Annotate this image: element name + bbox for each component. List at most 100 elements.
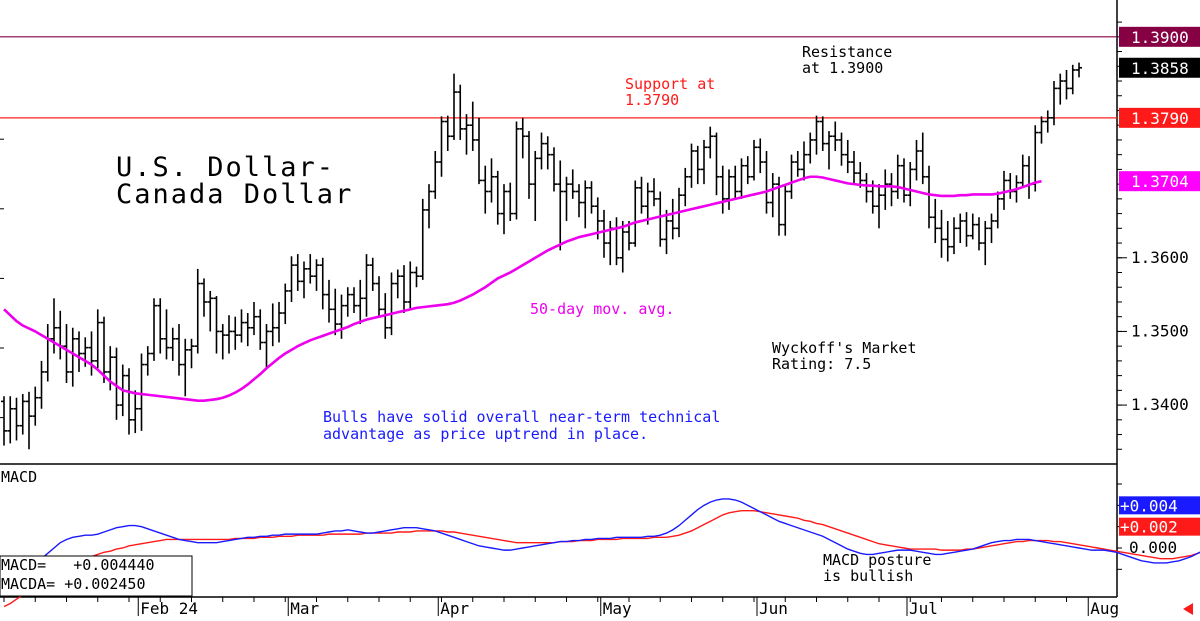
ohlc-bar — [194, 268, 201, 354]
ohlc-bar — [888, 173, 895, 207]
price-tick-label: 1.3400 — [1131, 395, 1189, 414]
ohlc-bar — [738, 158, 745, 199]
ohlc-bar — [844, 139, 851, 174]
ohlc-bar — [619, 220, 626, 273]
ohlc-bar — [176, 324, 182, 376]
macd-readout-line-2: MACDA= +0.002450 — [1, 575, 146, 593]
ohlc-bar — [69, 327, 76, 387]
macd-tag-+0.004: +0.004 — [1119, 496, 1200, 515]
ohlc-bar — [582, 180, 589, 229]
ohlc-bar — [1057, 73, 1064, 105]
price-tag-text: 1.3900 — [1131, 28, 1189, 47]
ohlc-bar — [819, 116, 826, 151]
ohlc-bar — [138, 353, 145, 431]
ohlc-bar — [957, 213, 964, 244]
ohlc-bar — [44, 324, 51, 382]
month-label: Feb 24 — [140, 599, 198, 618]
ohlc-bar — [238, 309, 245, 343]
ohlc-bar — [507, 182, 514, 221]
ohlc-bar — [969, 213, 976, 240]
ohlc-bar — [813, 115, 820, 155]
ohlc-bar — [1026, 156, 1032, 199]
ohlc-bar — [157, 298, 164, 354]
ohlc-bar — [876, 184, 882, 229]
ohlc-bar — [826, 131, 832, 170]
ohlc-bar — [169, 327, 176, 361]
ohlc-bar — [257, 309, 264, 350]
ohlc-bar — [7, 396, 14, 444]
chart-title-line-2: Canada Dollar — [116, 179, 353, 210]
ohlc-bar — [1044, 110, 1051, 133]
ohlc-bar — [794, 150, 801, 177]
ohlc-bar — [832, 121, 839, 151]
bulls-line-1: Bulls have solid overall near-term techn… — [323, 408, 720, 426]
ohlc-bar — [76, 331, 82, 372]
ohlc-bar — [307, 254, 314, 284]
ohlc-bar — [651, 178, 657, 207]
ohlc-bar — [1019, 154, 1026, 188]
ohlc-bar — [657, 191, 664, 247]
ohlc-bar — [426, 184, 432, 229]
ohlc-bar — [901, 158, 907, 203]
ohlc-bar — [363, 254, 370, 317]
ohlc-bar — [732, 165, 739, 199]
ohlc-bar — [407, 261, 414, 310]
support-line-1: Support at — [625, 75, 715, 93]
ohlc-bar — [694, 145, 701, 185]
macd-series-line — [3, 498, 1200, 597]
macd-panel-title: MACD — [1, 468, 37, 486]
ohlc-bar — [126, 368, 132, 435]
support-line-2: 1.3790 — [625, 91, 679, 109]
ohlc-bar — [38, 360, 45, 409]
price-tag-box — [1119, 171, 1200, 192]
ohlc-bar — [613, 217, 620, 266]
ohlc-bar — [326, 279, 332, 323]
ohlc-bar — [519, 117, 526, 159]
macd-annotation: MACD posture is bullish — [823, 551, 931, 585]
macd-readout-box: MACD= +0.004440 MACDA= +0.002450 — [0, 555, 193, 597]
ohlc-bar — [1, 396, 7, 446]
ohlc-bar — [313, 259, 320, 291]
left-arrow-icon[interactable] — [1183, 603, 1193, 615]
ohlc-bar — [963, 212, 970, 247]
ohlc-bar — [201, 278, 207, 317]
price-value-tags: 1.3900 1.3858 1.3790 1.3704 — [1119, 26, 1200, 192]
ohlc-bar — [707, 126, 714, 159]
bulls-line-2: advantage as price uptrend in place. — [323, 425, 648, 443]
ohlc-bar — [88, 331, 95, 376]
macda-series-line — [3, 509, 1200, 608]
ohlc-bar — [32, 386, 39, 426]
ohlc-bar — [663, 209, 670, 255]
ohlc-bar — [726, 169, 732, 210]
ohlc-bar — [1063, 69, 1070, 100]
ohlc-bar — [388, 272, 395, 336]
ohlc-bar — [294, 254, 301, 291]
ohlc-bars — [1, 62, 1082, 450]
ohlc-bar — [488, 158, 495, 203]
price-tag-text: 1.3704 — [1131, 172, 1189, 191]
ohlc-bar — [557, 160, 564, 251]
ohlc-bar — [244, 313, 251, 347]
ohlc-bar — [413, 266, 420, 288]
ohlc-bar — [263, 324, 270, 369]
ohlc-bar — [982, 220, 989, 266]
price-tag-text: 1.3858 — [1131, 59, 1189, 78]
ohlc-bar — [376, 276, 382, 317]
ohlc-bar — [276, 301, 282, 343]
reference-lines — [0, 36, 1117, 119]
month-label: Jul — [909, 599, 938, 618]
macd-value-tags: +0.004 +0.002 — [1119, 496, 1200, 537]
ohlc-bar — [588, 181, 595, 214]
ohlc-bar — [401, 265, 407, 314]
ohlc-bar — [757, 138, 764, 174]
ohlc-bar — [444, 115, 451, 151]
price-tag-text: 1.3790 — [1131, 109, 1189, 128]
ohlc-bar — [332, 288, 339, 336]
price-tag-box — [1119, 26, 1200, 47]
ohlc-bar — [351, 287, 357, 314]
chart-title: U.S. Dollar- Canada Dollar — [116, 152, 353, 210]
price-tag-1.3858: 1.3858 — [1119, 57, 1200, 78]
ohlc-bar — [19, 394, 26, 435]
ohlc-bar — [1051, 81, 1057, 126]
